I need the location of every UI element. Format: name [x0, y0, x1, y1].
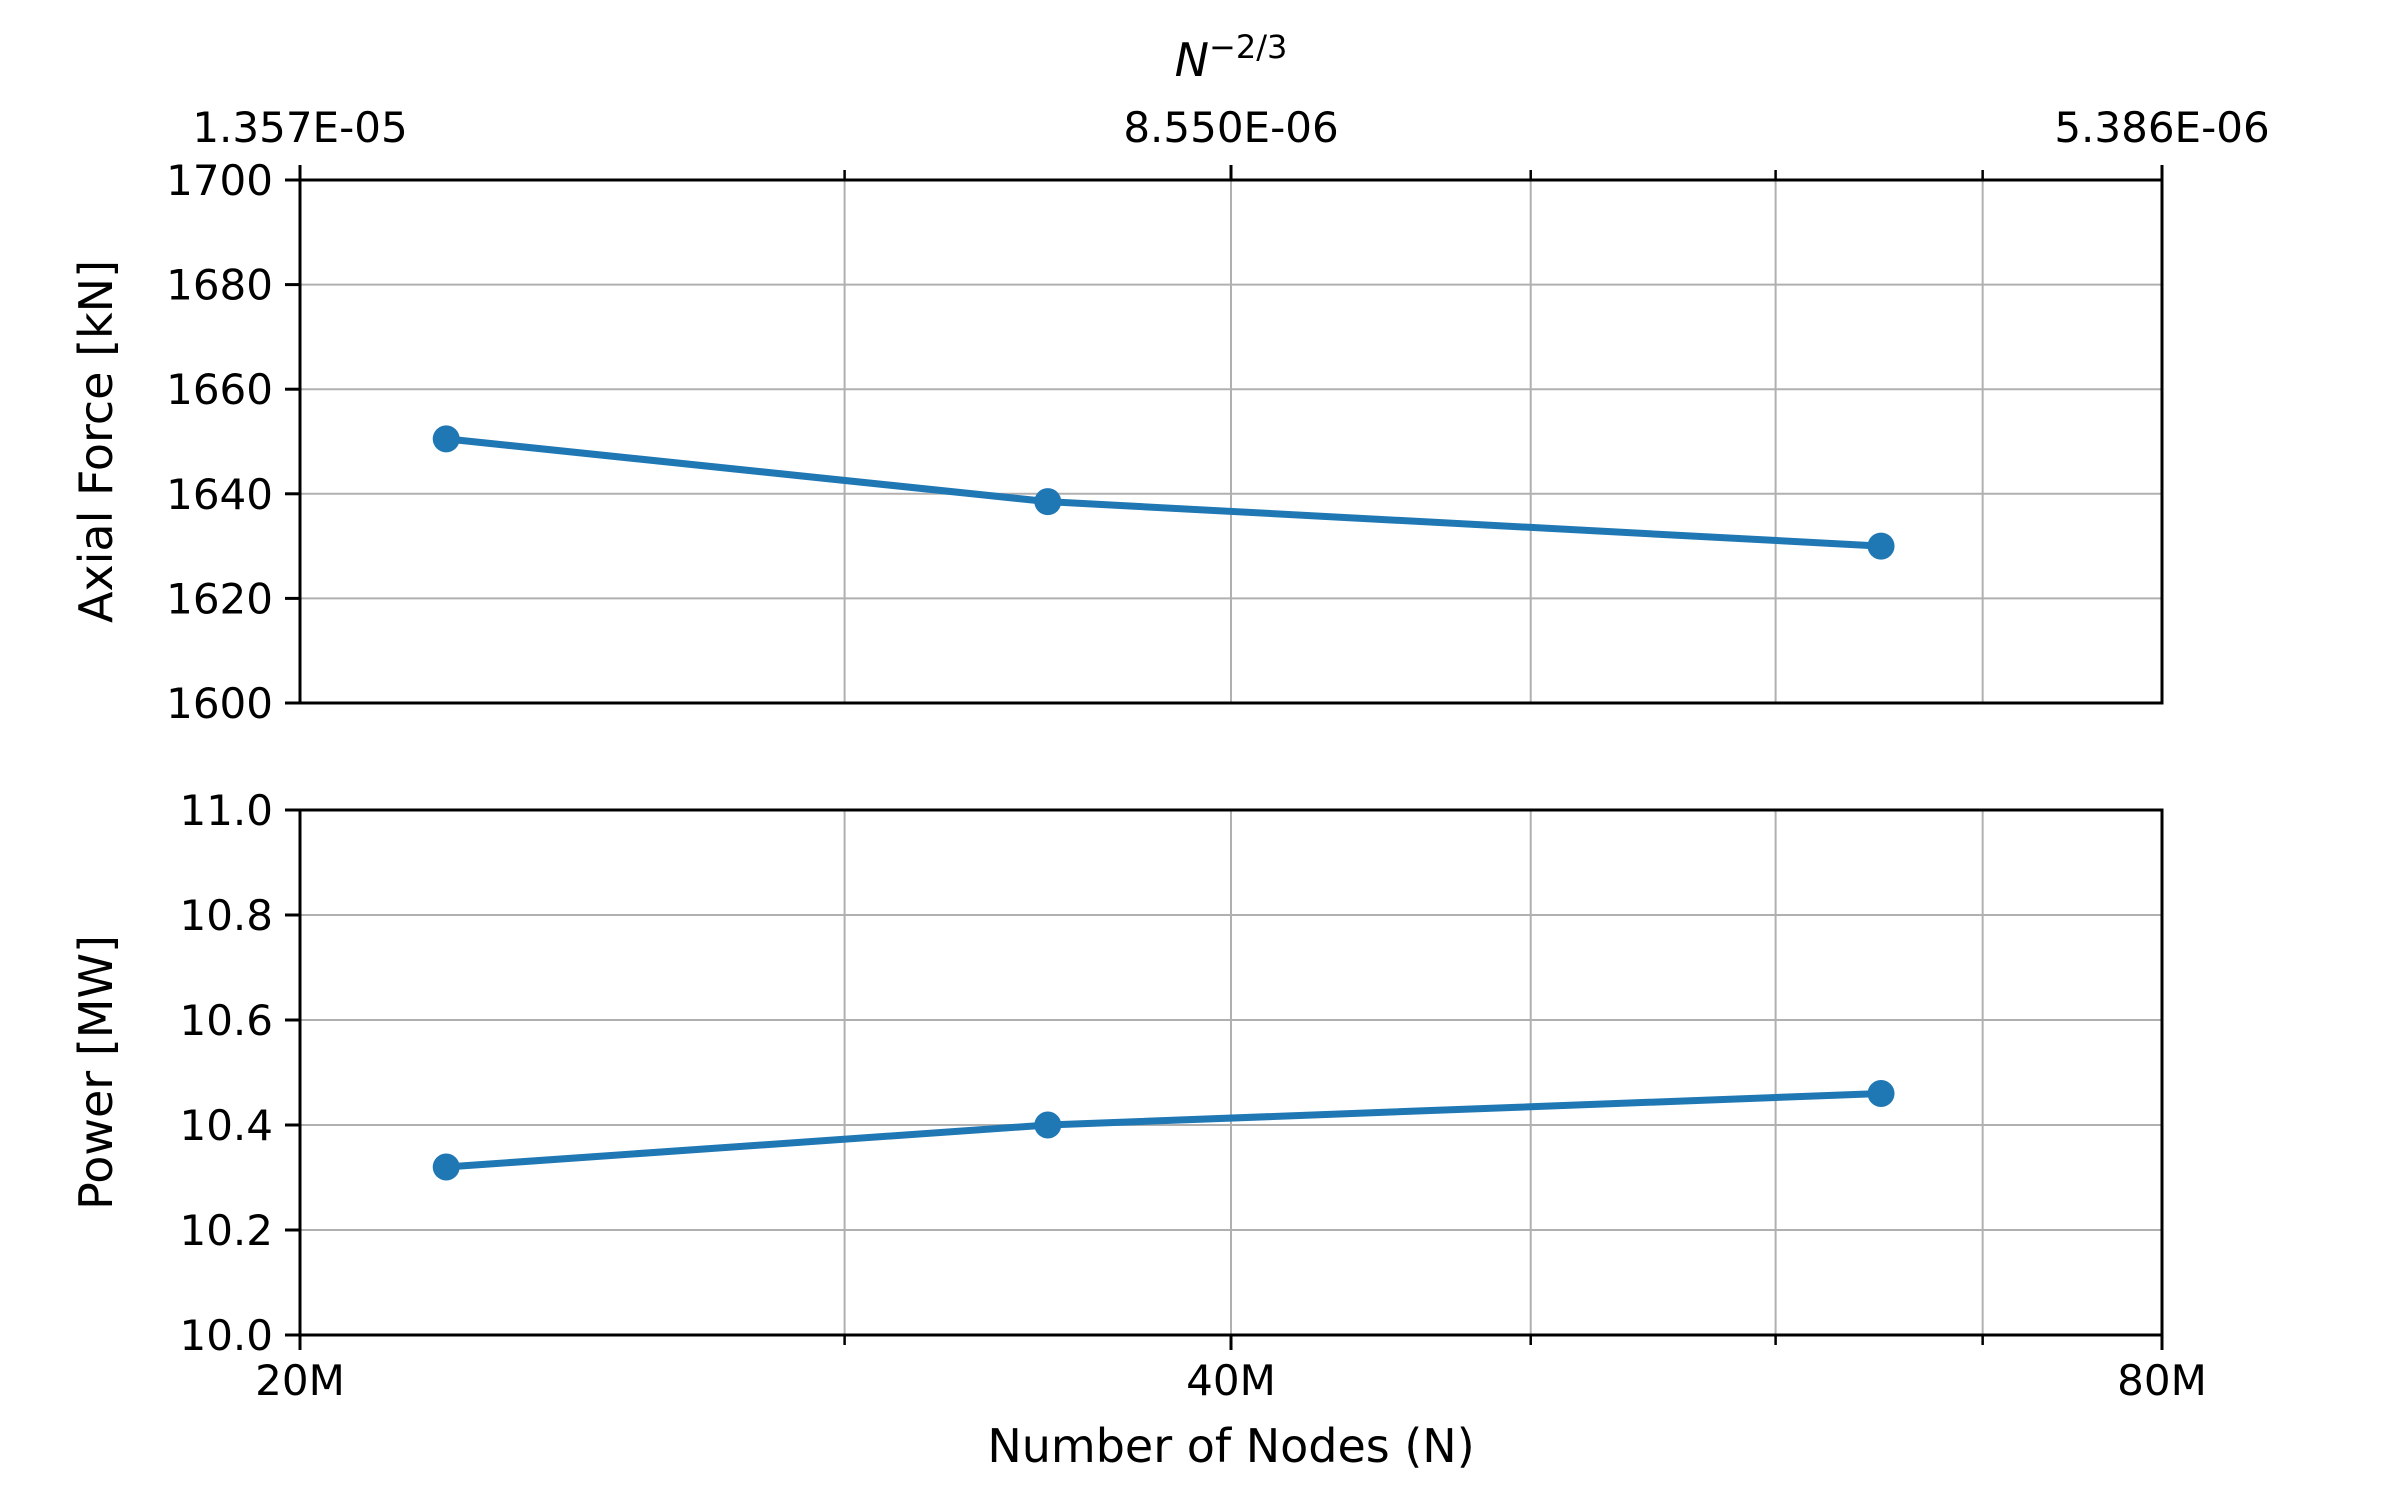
secondary-x-tick-label: 5.386E-06 [2054, 103, 2269, 152]
secondary-x-tick-label: 1.357E-05 [192, 103, 407, 152]
x-tick-label: 20M [255, 1356, 345, 1405]
data-point-marker [1034, 1111, 1062, 1139]
secondary-x-axis-title: N−2/3 [1175, 28, 1288, 87]
y-tick-label: 10.2 [179, 1206, 273, 1255]
y-tick-label: 1660 [166, 365, 273, 414]
y-axis-label: Axial Force [kN] [69, 260, 123, 623]
secondary-x-tick-label: 8.550E-06 [1123, 103, 1338, 152]
data-point-marker [1867, 532, 1895, 560]
data-point-marker [1034, 488, 1062, 516]
data-line [445, 435, 1882, 550]
y-tick-label: 10.0 [179, 1311, 273, 1360]
data-line [445, 1090, 1882, 1171]
x-tick-label: 80M [2117, 1356, 2207, 1405]
data-point-marker [432, 1153, 460, 1181]
y-tick-label: 1680 [166, 261, 273, 310]
y-tick-label: 1620 [166, 574, 273, 623]
x-axis-label: Number of Nodes (N) [987, 1419, 1474, 1473]
y-tick-label: 10.8 [179, 891, 273, 940]
y-tick-label: 11.0 [179, 786, 273, 835]
y-tick-label: 1640 [166, 470, 273, 519]
y-tick-label: 1600 [166, 679, 273, 728]
x-tick-label: 40M [1186, 1356, 1276, 1405]
y-tick-label: 10.4 [179, 1101, 273, 1150]
y-tick-label: 10.6 [179, 996, 273, 1045]
data-point-marker [432, 425, 460, 453]
y-tick-label: 1700 [166, 156, 273, 205]
y-axis-label: Power [MW] [69, 935, 123, 1210]
data-point-marker [1867, 1080, 1895, 1107]
